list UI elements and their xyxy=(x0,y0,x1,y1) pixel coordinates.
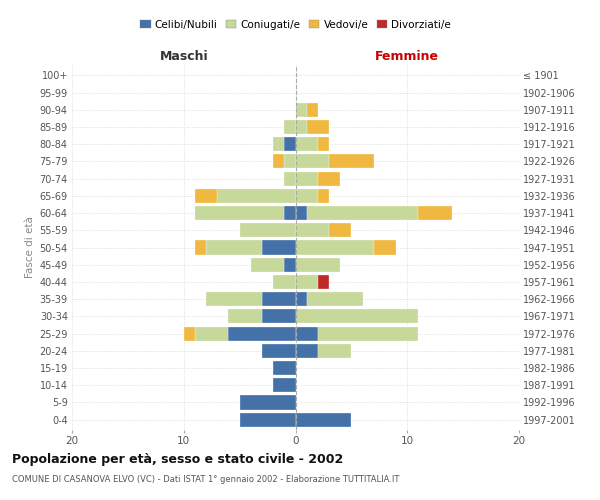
Bar xyxy=(329,223,352,238)
Bar xyxy=(318,344,352,358)
Bar xyxy=(318,172,340,185)
Bar xyxy=(273,154,284,168)
Bar xyxy=(318,189,329,203)
Bar xyxy=(195,326,229,340)
Text: Maschi: Maschi xyxy=(160,50,208,64)
Bar xyxy=(229,326,296,340)
Bar xyxy=(284,137,296,152)
Bar xyxy=(239,223,296,238)
Bar xyxy=(284,258,296,272)
Bar xyxy=(262,292,296,306)
Bar xyxy=(318,275,329,289)
Bar xyxy=(195,206,284,220)
Bar xyxy=(296,223,329,238)
Bar xyxy=(296,258,340,272)
Bar xyxy=(318,326,418,340)
Bar xyxy=(195,240,206,254)
Bar xyxy=(296,172,318,185)
Bar xyxy=(296,412,352,426)
Bar xyxy=(307,292,362,306)
Bar xyxy=(296,344,318,358)
Bar xyxy=(418,206,452,220)
Y-axis label: Fasce di età: Fasce di età xyxy=(25,216,35,278)
Bar xyxy=(273,361,296,375)
Bar xyxy=(296,326,318,340)
Bar xyxy=(206,292,262,306)
Bar xyxy=(239,412,296,426)
Bar xyxy=(296,102,307,117)
Bar xyxy=(217,189,296,203)
Bar xyxy=(374,240,396,254)
Bar xyxy=(239,396,296,409)
Bar xyxy=(273,137,284,152)
Bar xyxy=(284,154,296,168)
Bar xyxy=(262,310,296,324)
Bar xyxy=(296,154,329,168)
Bar xyxy=(329,154,374,168)
Legend: Celibi/Nubili, Coniugati/e, Vedovi/e, Divorziati/e: Celibi/Nubili, Coniugati/e, Vedovi/e, Di… xyxy=(136,16,455,34)
Bar xyxy=(195,189,217,203)
Bar xyxy=(296,206,307,220)
Bar xyxy=(184,326,195,340)
Bar xyxy=(284,206,296,220)
Bar xyxy=(296,310,418,324)
Bar xyxy=(296,292,307,306)
Bar xyxy=(296,120,307,134)
Bar xyxy=(273,275,296,289)
Text: Popolazione per età, sesso e stato civile - 2002: Popolazione per età, sesso e stato civil… xyxy=(12,452,343,466)
Bar xyxy=(262,240,296,254)
Bar xyxy=(284,120,296,134)
Bar xyxy=(307,120,329,134)
Bar xyxy=(273,378,296,392)
Bar xyxy=(307,102,318,117)
Bar xyxy=(296,275,318,289)
Text: COMUNE DI CASANOVA ELVO (VC) - Dati ISTAT 1° gennaio 2002 - Elaborazione TUTTITA: COMUNE DI CASANOVA ELVO (VC) - Dati ISTA… xyxy=(12,475,400,484)
Bar xyxy=(296,189,318,203)
Bar xyxy=(206,240,262,254)
Bar xyxy=(284,172,296,185)
Bar xyxy=(251,258,284,272)
Bar xyxy=(262,344,296,358)
Bar xyxy=(296,240,374,254)
Text: Femmine: Femmine xyxy=(375,50,439,64)
Bar xyxy=(318,137,329,152)
Bar xyxy=(307,206,418,220)
Bar xyxy=(296,137,318,152)
Bar xyxy=(229,310,262,324)
